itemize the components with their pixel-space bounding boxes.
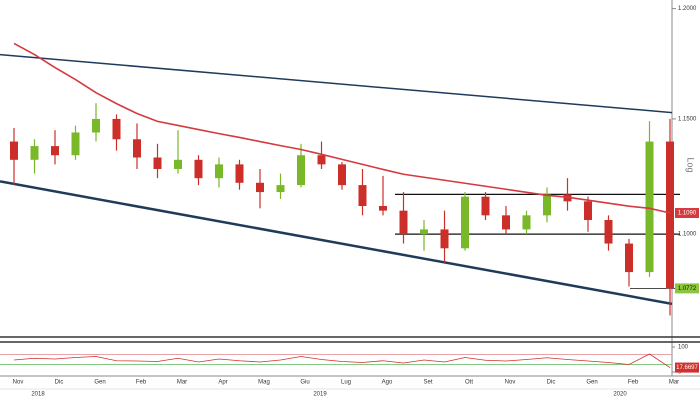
year-label: 2020 bbox=[613, 392, 627, 398]
rsi-tag bbox=[675, 362, 699, 373]
x-tick-label: Mar bbox=[669, 380, 679, 386]
rsi-tag-label: 17.6697 bbox=[676, 365, 698, 371]
x-tick-label: Dic bbox=[55, 380, 64, 386]
rsi-tick-label: 100 bbox=[678, 345, 689, 351]
x-tick-label: Feb bbox=[628, 380, 639, 386]
candle-body bbox=[174, 159, 182, 169]
candle-body bbox=[625, 243, 633, 273]
candle-body bbox=[502, 215, 510, 230]
x-tick-label: Lug bbox=[341, 380, 351, 386]
candle-body bbox=[297, 155, 305, 186]
candle-body bbox=[71, 132, 80, 156]
candle-body bbox=[604, 220, 613, 244]
trendline bbox=[0, 53, 673, 114]
candle-body bbox=[379, 205, 387, 211]
scale-label: Log bbox=[686, 157, 696, 172]
candle-body bbox=[92, 118, 100, 133]
moving-average bbox=[13, 42, 671, 214]
x-tick-label: Gen bbox=[94, 380, 105, 386]
candle-body bbox=[112, 118, 121, 140]
x-tick-label: Feb bbox=[136, 380, 147, 386]
candle-body bbox=[276, 185, 285, 193]
candle-body bbox=[584, 201, 592, 221]
y-tick-label: 1.1000 bbox=[678, 232, 697, 238]
x-tick-label: Mag bbox=[258, 380, 270, 386]
candle-body bbox=[317, 155, 326, 165]
candle-body bbox=[481, 196, 490, 216]
candle-body bbox=[30, 146, 39, 160]
x-tick-label: Nov bbox=[505, 380, 516, 386]
candle-body bbox=[543, 194, 551, 216]
candle-body bbox=[440, 229, 449, 249]
candle-body bbox=[194, 159, 203, 179]
candle-body bbox=[133, 139, 141, 158]
y-tick-label: 1.2000 bbox=[678, 6, 697, 12]
x-tick-label: Giu bbox=[300, 380, 309, 386]
rsi-line bbox=[13, 353, 671, 368]
last-price-tag bbox=[675, 283, 699, 294]
x-tick-label: Mar bbox=[177, 380, 187, 386]
candle-body bbox=[235, 164, 244, 183]
last-price-label: 1.0772 bbox=[678, 286, 697, 292]
x-tick-label: Ott bbox=[465, 380, 473, 386]
candle-body bbox=[153, 157, 162, 169]
x-tick-label: Set bbox=[423, 380, 432, 386]
candle-body bbox=[461, 196, 469, 249]
candle-body bbox=[420, 229, 428, 235]
trendline bbox=[0, 180, 673, 306]
x-tick-label: Nov bbox=[13, 380, 24, 386]
x-tick-label: Apr bbox=[218, 380, 227, 386]
candle-body bbox=[399, 210, 408, 235]
x-tick-label: Ago bbox=[382, 380, 393, 386]
y-tick-label: 1.1500 bbox=[678, 116, 697, 122]
candle-body bbox=[666, 141, 674, 289]
candle-body bbox=[51, 146, 59, 156]
x-tick-label: Gen bbox=[586, 380, 597, 386]
candle-body bbox=[358, 185, 367, 206]
x-tick-label: Dic bbox=[547, 380, 556, 386]
year-label: 2019 bbox=[313, 392, 327, 398]
candle-body bbox=[522, 215, 531, 230]
year-label: 2018 bbox=[31, 392, 45, 398]
candle-body bbox=[10, 141, 18, 160]
ma-price-tag bbox=[675, 207, 699, 218]
ma-price-label: 1.1090 bbox=[678, 211, 697, 217]
candle-body bbox=[215, 164, 223, 179]
candle-body bbox=[256, 182, 264, 193]
candle-body bbox=[645, 141, 654, 273]
candle-body bbox=[338, 164, 346, 186]
